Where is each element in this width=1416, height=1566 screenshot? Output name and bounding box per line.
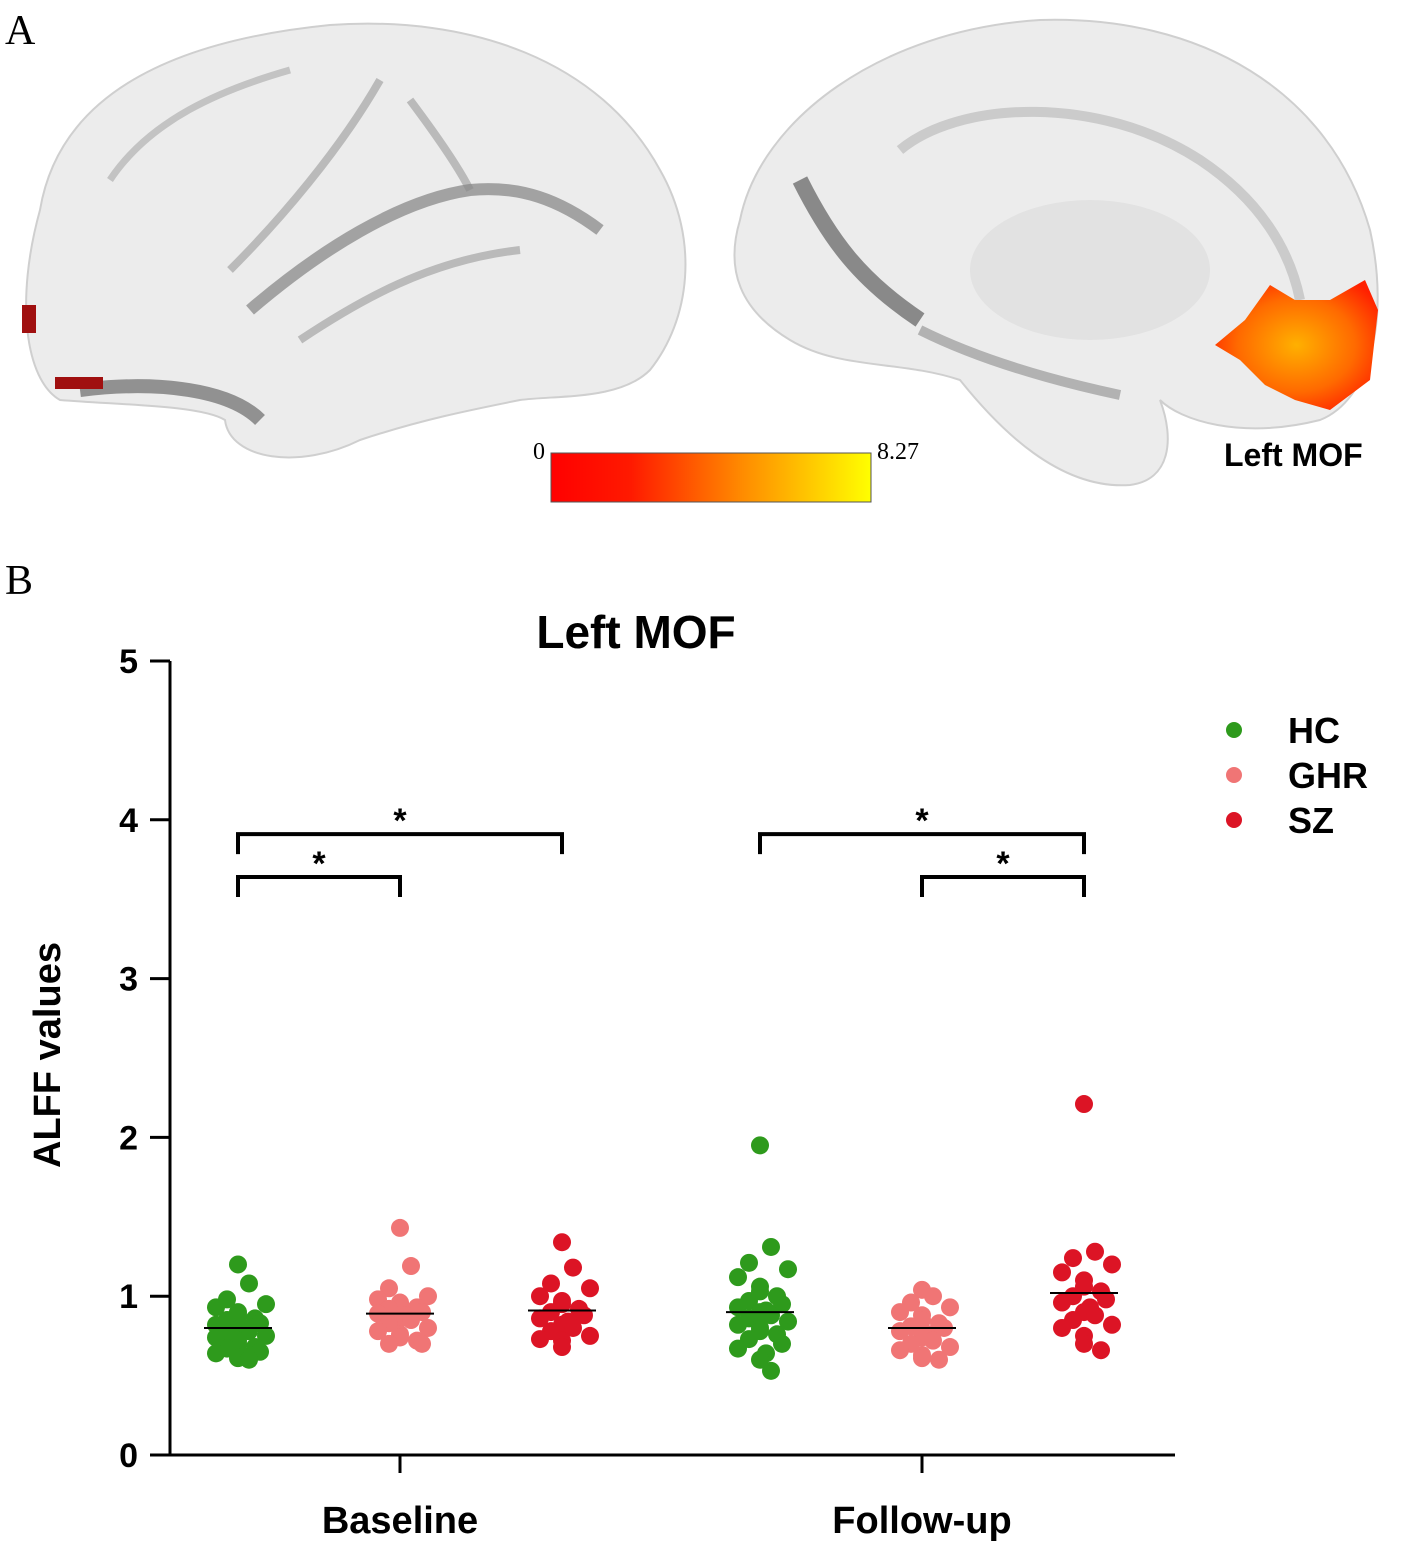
data-point: [581, 1279, 599, 1298]
data-point: [380, 1334, 398, 1353]
data-point: [762, 1237, 780, 1256]
data-point: [1097, 1290, 1115, 1309]
significance-bracket: [758, 832, 1086, 855]
data-point: [402, 1311, 420, 1330]
data-point: [531, 1309, 549, 1328]
data-point: [553, 1233, 571, 1252]
data-point: [207, 1298, 225, 1317]
region-label: Left MOF: [1224, 437, 1363, 473]
significance-label: *: [393, 802, 407, 840]
data-point: [240, 1350, 258, 1369]
data-point: [207, 1344, 225, 1363]
data-point: [751, 1136, 769, 1155]
x-tick-label: Follow-up: [832, 1500, 1011, 1542]
data-point: [391, 1218, 409, 1237]
data-point: [941, 1298, 959, 1317]
data-point: [564, 1258, 582, 1277]
x-tick-label: Baseline: [322, 1500, 478, 1542]
brain-medial: [733, 18, 1379, 487]
data-point: [891, 1322, 909, 1341]
y-tick-label: 0: [119, 1437, 138, 1475]
legend-marker: [1226, 767, 1242, 783]
data-point: [1086, 1242, 1104, 1261]
data-point: [369, 1322, 387, 1341]
data-point: [1092, 1341, 1110, 1360]
data-point: [891, 1303, 909, 1322]
data-point: [1053, 1263, 1071, 1282]
data-point: [762, 1361, 780, 1380]
brain-lateral: [22, 22, 687, 459]
data-point: [257, 1326, 275, 1345]
data-point: [581, 1326, 599, 1345]
data-point: [930, 1350, 948, 1369]
colorbar-min: 0: [533, 439, 545, 465]
panel-label: A: [5, 8, 36, 54]
data-point: [553, 1338, 571, 1357]
data-point: [941, 1338, 959, 1357]
data-point: [380, 1279, 398, 1298]
data-point: [257, 1295, 275, 1314]
data-point: [762, 1306, 780, 1325]
legend-marker: [1226, 722, 1242, 738]
data-point: [779, 1260, 797, 1279]
data-point: [419, 1318, 437, 1337]
significance-label: *: [312, 845, 326, 883]
data-point: [924, 1287, 942, 1306]
data-point: [779, 1312, 797, 1331]
data-point: [729, 1339, 747, 1358]
y-tick-label: 5: [119, 643, 138, 681]
colorbar-max: 8.27: [877, 439, 919, 465]
legend-label: GHR: [1288, 755, 1368, 796]
significance-label: *: [996, 845, 1010, 883]
data-point: [531, 1287, 549, 1306]
significance-bracket: [236, 832, 564, 855]
legend-label: SZ: [1288, 800, 1334, 841]
y-axis-label: ALFF values: [27, 942, 69, 1168]
data-point: [1086, 1306, 1104, 1325]
data-point: [1103, 1255, 1121, 1274]
data-point: [773, 1295, 791, 1314]
data-point: [240, 1274, 258, 1293]
data-point: [402, 1257, 420, 1276]
y-tick-label: 1: [119, 1278, 138, 1316]
data-point: [564, 1318, 582, 1337]
data-point: [542, 1274, 560, 1293]
y-tick-label: 2: [119, 1119, 138, 1157]
data-point: [1064, 1249, 1082, 1268]
y-tick-label: 3: [119, 961, 138, 999]
data-point: [1075, 1334, 1093, 1353]
data-point: [729, 1315, 747, 1334]
data-point: [891, 1341, 909, 1360]
data-point: [924, 1331, 942, 1350]
data-point: [740, 1253, 758, 1272]
legend-marker: [1226, 812, 1242, 828]
data-point: [751, 1350, 769, 1369]
data-point: [773, 1334, 791, 1353]
data-point: [1053, 1293, 1071, 1312]
data-point: [229, 1255, 247, 1274]
data-point: [1075, 1095, 1093, 1114]
data-point: [207, 1328, 225, 1347]
significance-label: *: [915, 802, 929, 840]
significance-bracket: [236, 874, 402, 897]
panel-label: B: [5, 558, 33, 604]
data-point: [1053, 1318, 1071, 1337]
data-point: [531, 1330, 549, 1349]
data-point: [913, 1349, 931, 1368]
colorbar: [550, 452, 872, 503]
chart-title: Left MOF: [536, 606, 735, 658]
legend-label: HC: [1288, 710, 1340, 751]
significance-bracket: [920, 874, 1086, 897]
data-point: [729, 1268, 747, 1287]
data-point: [413, 1334, 431, 1353]
data-point: [419, 1287, 437, 1306]
y-tick-label: 4: [119, 802, 138, 840]
data-point: [1103, 1315, 1121, 1334]
